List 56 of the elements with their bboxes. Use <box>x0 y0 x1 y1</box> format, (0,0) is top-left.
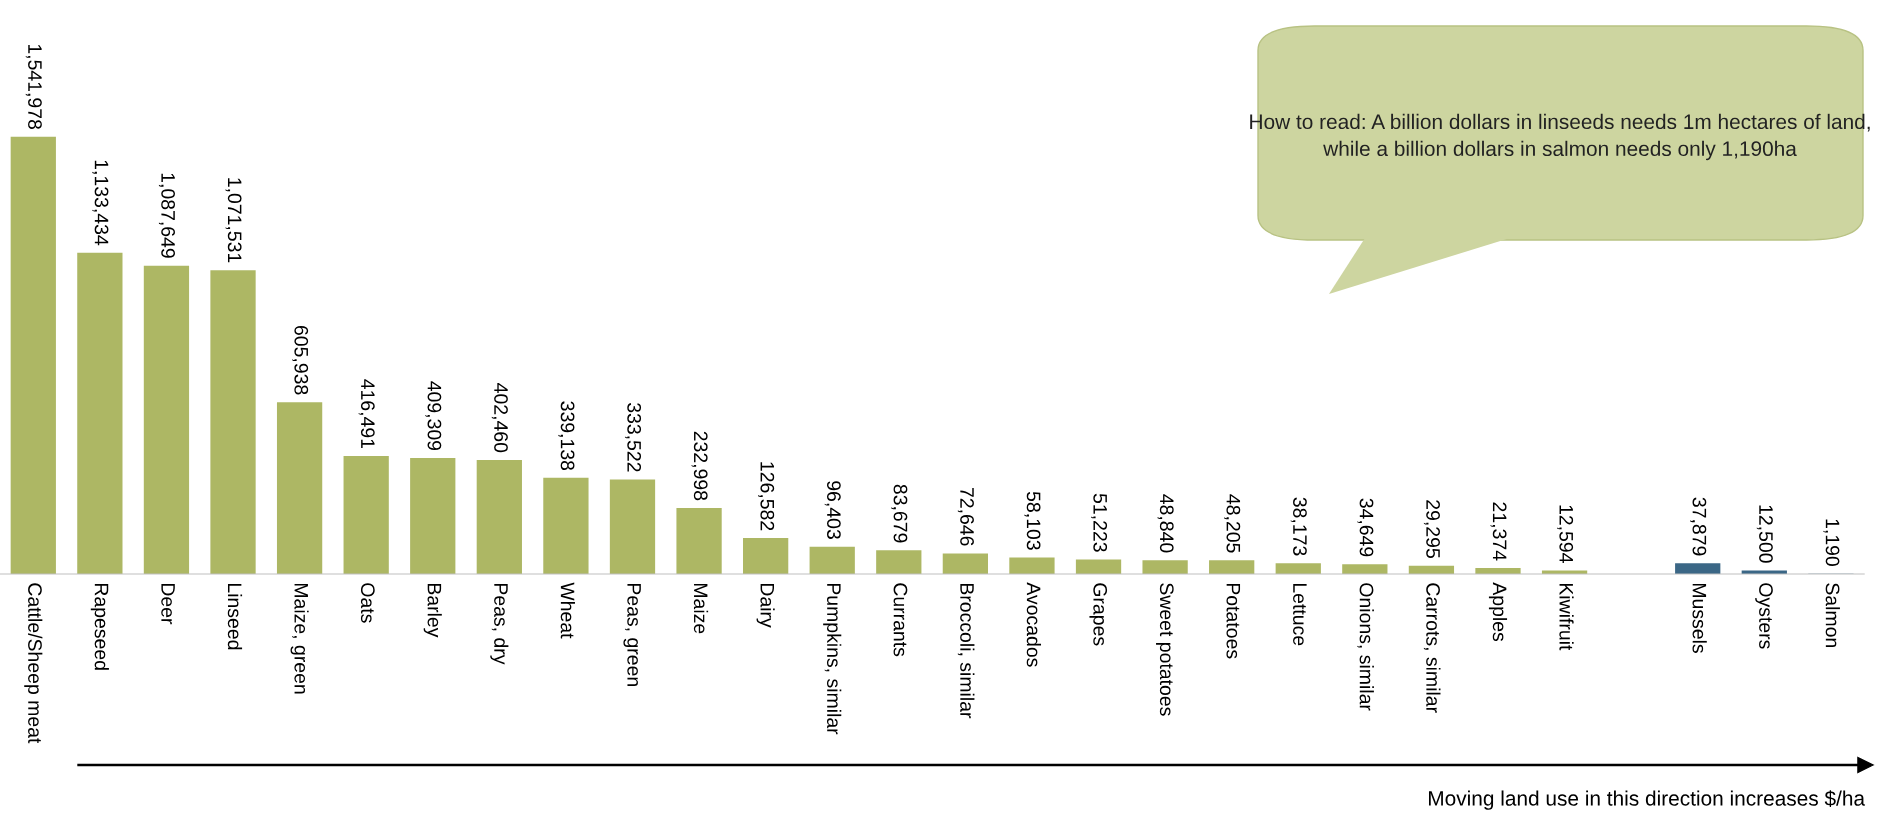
data-label: 12,500 <box>1756 505 1773 563</box>
x-tick-label: Broccoli, similar <box>957 583 975 719</box>
x-tick-label: Grapes <box>1089 583 1108 646</box>
x-tick-label: Currants <box>893 583 908 657</box>
x-tick-label: Rapeseed <box>90 583 109 670</box>
data-label: 1,087,649 <box>158 173 175 258</box>
x-tick-label: Lettuce <box>1293 583 1307 646</box>
x-tick-label: Oats <box>360 583 375 623</box>
data-label: 83,679 <box>891 484 908 543</box>
x-tick-label: Barley <box>423 583 442 638</box>
data-label: 1,133,434 <box>92 160 109 246</box>
x-tick-label: Oysters <box>1755 583 1773 649</box>
data-label: 34,649 <box>1357 498 1374 557</box>
x-tick-label: Maize, green <box>290 583 309 694</box>
data-label: 339,138 <box>558 401 575 471</box>
data-label: 21,374 <box>1490 502 1507 561</box>
data-label: 1,541,978 <box>25 44 42 130</box>
data-label: 37,879 <box>1690 497 1707 556</box>
data-label: 416,491 <box>358 379 375 449</box>
x-tick-label: Carrots, similar <box>1423 583 1441 713</box>
x-tick-label: Deer <box>161 583 175 625</box>
data-label: 126,582 <box>758 462 775 531</box>
x-tick-label: Peas, dry <box>490 583 509 665</box>
x-tick-label: Cattle/Sheep meat <box>24 583 43 744</box>
x-tick-label: Sweet potatoes <box>1156 583 1174 716</box>
data-label: 38,173 <box>1290 497 1307 556</box>
data-label: 402,460 <box>491 383 508 453</box>
x-tick-label: Pumpkins, similar <box>823 583 842 735</box>
x-tick-label: Onions, similar <box>1357 583 1374 711</box>
x-tick-label: Peas, green <box>623 583 641 686</box>
data-label: 1,190 <box>1823 519 1840 566</box>
x-tick-label: Kiwifruit <box>1559 583 1574 651</box>
x-tick-label: Apples <box>1488 582 1508 642</box>
x-tick-label: Linseed <box>227 583 243 650</box>
data-label: 58,103 <box>1024 491 1041 550</box>
text: Moving land use in this direction increases $/ha <box>1428 790 1866 810</box>
data-label: 1,071,531 <box>225 178 242 263</box>
x-tick-label: Avocados <box>1026 582 1042 667</box>
x-tick-label: Wheat <box>560 582 575 639</box>
x-tick-label: Dairy <box>756 583 775 628</box>
data-label: 96,403 <box>824 481 841 539</box>
data-label: 232,998 <box>691 431 708 501</box>
x-tick-label: Mussels <box>1692 583 1707 653</box>
data-label: 12,594 <box>1557 505 1574 563</box>
data-label: 51,223 <box>1091 493 1108 552</box>
data-label: 48,840 <box>1157 494 1174 553</box>
data-label: 48,205 <box>1224 494 1241 553</box>
annotation: How to read: A billion dollars in linseeds needs 1m hectares of land, while a billion dollars in salmon needs only 1,190ha <box>1250 113 1870 161</box>
x-tick-label: Salmon <box>1825 583 1840 647</box>
data-label: 409,309 <box>425 381 442 451</box>
x-tick-label: Maize <box>693 583 709 634</box>
x-tick-label: Potatoes <box>1226 583 1241 659</box>
data-label: 29,295 <box>1423 500 1440 558</box>
data-label: 605,938 <box>292 325 309 395</box>
data-label: 72,646 <box>957 487 974 546</box>
data-label: 333,522 <box>624 402 642 472</box>
